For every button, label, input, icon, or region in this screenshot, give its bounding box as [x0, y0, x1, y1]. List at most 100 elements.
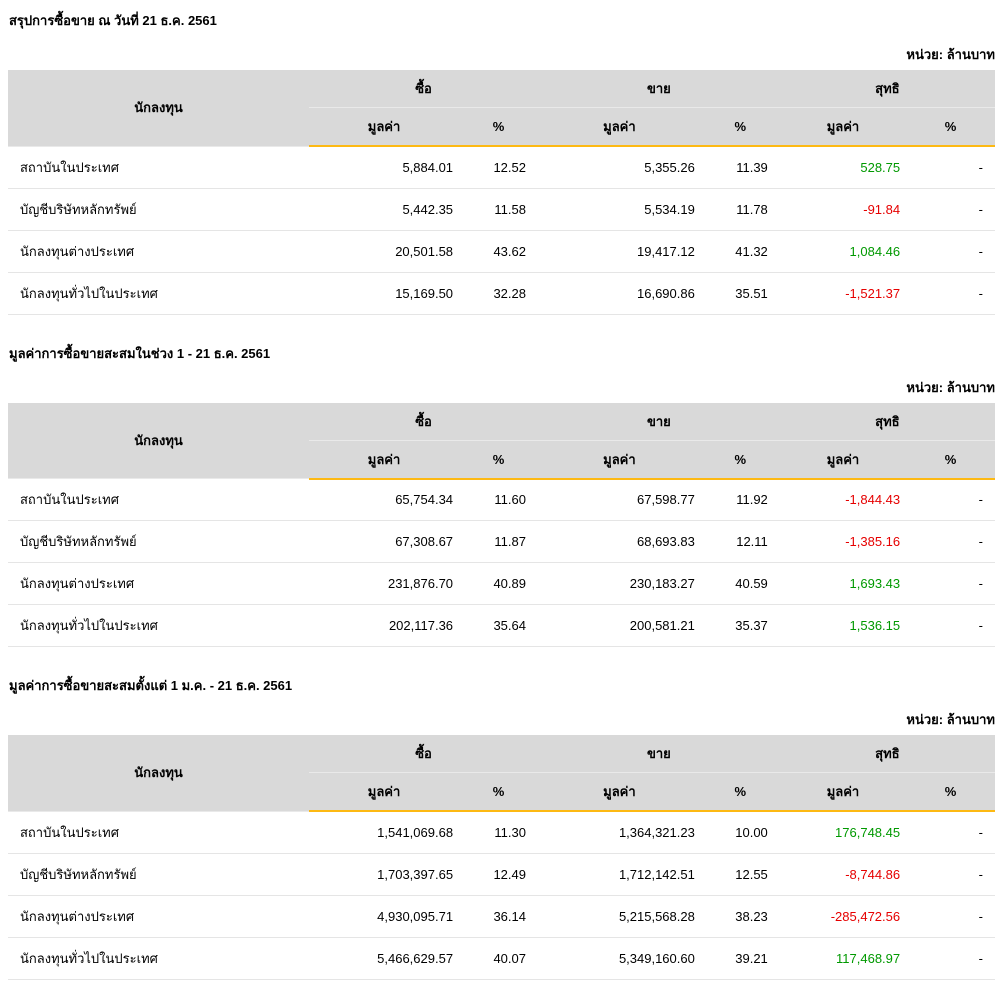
- table-row: นักลงทุนทั่วไปในประเทศ 15,169.50 32.28 1…: [8, 272, 995, 315]
- buy-value: 5,442.35: [309, 188, 460, 231]
- col-header-net: สุทธิ: [779, 402, 995, 441]
- col-header-net-percent: %: [906, 440, 995, 480]
- sell-value: 5,355.26: [538, 146, 701, 189]
- sell-percent: 35.37: [700, 604, 780, 647]
- net-value: -285,472.56: [779, 895, 907, 938]
- col-header-buy-value: มูลค่า: [309, 440, 460, 480]
- net-percent: -: [906, 230, 995, 273]
- col-header-sell: ขาย: [538, 735, 780, 773]
- sell-value: 5,349,160.60: [538, 937, 701, 980]
- table-row: นักลงทุนต่างประเทศ 20,501.58 43.62 19,41…: [8, 230, 995, 273]
- unit-label: หน่วย: ล้านบาท: [906, 712, 995, 727]
- col-header-sell-percent: %: [700, 440, 780, 480]
- col-header-investor: นักลงทุน: [8, 402, 310, 479]
- col-header-buy-percent: %: [459, 440, 538, 480]
- table-row: สถาบันในประเทศ 65,754.34 11.60 67,598.77…: [8, 478, 995, 521]
- sell-value: 68,693.83: [538, 520, 701, 563]
- table-row: บัญชีบริษัทหลักทรัพย์ 67,308.67 11.87 68…: [8, 520, 995, 563]
- buy-value: 202,117.36: [309, 604, 460, 647]
- net-value: 117,468.97: [779, 937, 907, 980]
- buy-percent: 40.07: [459, 937, 538, 980]
- net-value: 528.75: [779, 146, 907, 189]
- table-row: นักลงทุนต่างประเทศ 231,876.70 40.89 230,…: [8, 562, 995, 605]
- trading-table-daily: นักลงทุน ซื้อ ขาย สุทธิ มูลค่า % มูลค่า …: [8, 70, 995, 315]
- trading-table-monthly: นักลงทุน ซื้อ ขาย สุทธิ มูลค่า % มูลค่า …: [8, 402, 995, 647]
- sell-percent: 10.00: [700, 811, 780, 854]
- col-header-buy-percent: %: [459, 107, 538, 147]
- sell-percent: 11.92: [700, 478, 780, 521]
- net-percent: -: [906, 188, 995, 231]
- net-percent: -: [906, 604, 995, 647]
- buy-percent: 43.62: [459, 230, 538, 273]
- sell-value: 230,183.27: [538, 562, 701, 605]
- investor-name: นักลงทุนต่างประเทศ: [8, 562, 310, 605]
- investor-name: บัญชีบริษัทหลักทรัพย์: [8, 520, 310, 563]
- col-header-net: สุทธิ: [779, 70, 995, 108]
- col-header-net-percent: %: [906, 772, 995, 812]
- table-row: บัญชีบริษัทหลักทรัพย์ 5,442.35 11.58 5,5…: [8, 188, 995, 231]
- net-value: 1,693.43: [779, 562, 907, 605]
- sell-percent: 11.78: [700, 188, 780, 231]
- unit-label: หน่วย: ล้านบาท: [906, 379, 995, 395]
- col-header-buy: ซื้อ: [309, 402, 538, 441]
- sell-percent: 41.32: [700, 230, 780, 273]
- sell-value: 67,598.77: [538, 478, 701, 521]
- buy-percent: 40.89: [459, 562, 538, 605]
- buy-percent: 12.49: [459, 853, 538, 896]
- sell-percent: 39.21: [700, 937, 780, 980]
- col-header-net-value: มูลค่า: [779, 440, 907, 480]
- table-row: สถาบันในประเทศ 5,884.01 12.52 5,355.26 1…: [8, 146, 995, 189]
- col-header-sell-percent: %: [700, 107, 780, 147]
- buy-percent: 11.60: [459, 478, 538, 521]
- buy-value: 20,501.58: [309, 230, 460, 273]
- investor-name: บัญชีบริษัทหลักทรัพย์: [8, 853, 310, 896]
- sell-percent: 12.11: [700, 520, 780, 563]
- net-value: -8,744.86: [779, 853, 907, 896]
- table-row: สถาบันในประเทศ 1,541,069.68 11.30 1,364,…: [8, 811, 995, 854]
- table-row: บัญชีบริษัทหลักทรัพย์ 1,703,397.65 12.49…: [8, 853, 995, 896]
- col-header-net-percent: %: [906, 107, 995, 147]
- buy-percent: 11.30: [459, 811, 538, 854]
- unit-label: หน่วย: ล้านบาท: [906, 47, 995, 62]
- investor-name: บัญชีบริษัทหลักทรัพย์: [8, 188, 310, 231]
- buy-percent: 12.52: [459, 146, 538, 189]
- buy-value: 5,884.01: [309, 146, 460, 189]
- net-value: -1,844.43: [779, 478, 907, 521]
- table-row: นักลงทุนต่างประเทศ 4,930,095.71 36.14 5,…: [8, 895, 995, 938]
- net-value: -1,385.16: [779, 520, 907, 563]
- sell-percent: 40.59: [700, 562, 780, 605]
- buy-value: 4,930,095.71: [309, 895, 460, 938]
- col-header-sell-value: มูลค่า: [538, 772, 701, 812]
- col-header-sell: ขาย: [538, 70, 780, 108]
- col-header-buy: ซื้อ: [309, 70, 538, 108]
- buy-value: 1,541,069.68: [309, 811, 460, 854]
- section-daily-summary: สรุปการซื้อขาย ณ วันที่ 21 ธ.ค. 2561 หน่…: [8, 6, 995, 315]
- investor-name: นักลงทุนทั่วไปในประเทศ: [8, 272, 310, 315]
- net-percent: -: [906, 478, 995, 521]
- investor-name: สถาบันในประเทศ: [8, 811, 310, 854]
- net-percent: -: [906, 811, 995, 854]
- col-header-sell-percent: %: [700, 772, 780, 812]
- col-header-sell-value: มูลค่า: [538, 107, 701, 147]
- investor-name: นักลงทุนต่างประเทศ: [8, 895, 310, 938]
- col-header-buy-percent: %: [459, 772, 538, 812]
- sell-percent: 11.39: [700, 146, 780, 189]
- buy-value: 5,466,629.57: [309, 937, 460, 980]
- net-percent: -: [906, 562, 995, 605]
- net-percent: -: [906, 937, 995, 980]
- investor-name: สถาบันในประเทศ: [8, 478, 310, 521]
- col-header-sell-value: มูลค่า: [538, 440, 701, 480]
- net-value: 1,084.46: [779, 230, 907, 273]
- col-header-investor: นักลงทุน: [8, 735, 310, 812]
- sell-value: 5,534.19: [538, 188, 701, 231]
- net-value: -91.84: [779, 188, 907, 231]
- sell-value: 16,690.86: [538, 272, 701, 315]
- col-header-net-value: มูลค่า: [779, 772, 907, 812]
- sell-percent: 35.51: [700, 272, 780, 315]
- net-value: -1,521.37: [779, 272, 907, 315]
- col-header-net: สุทธิ: [779, 735, 995, 773]
- sell-value: 200,581.21: [538, 604, 701, 647]
- col-header-buy: ซื้อ: [309, 735, 538, 773]
- net-percent: -: [906, 895, 995, 938]
- col-header-buy-value: มูลค่า: [309, 107, 460, 147]
